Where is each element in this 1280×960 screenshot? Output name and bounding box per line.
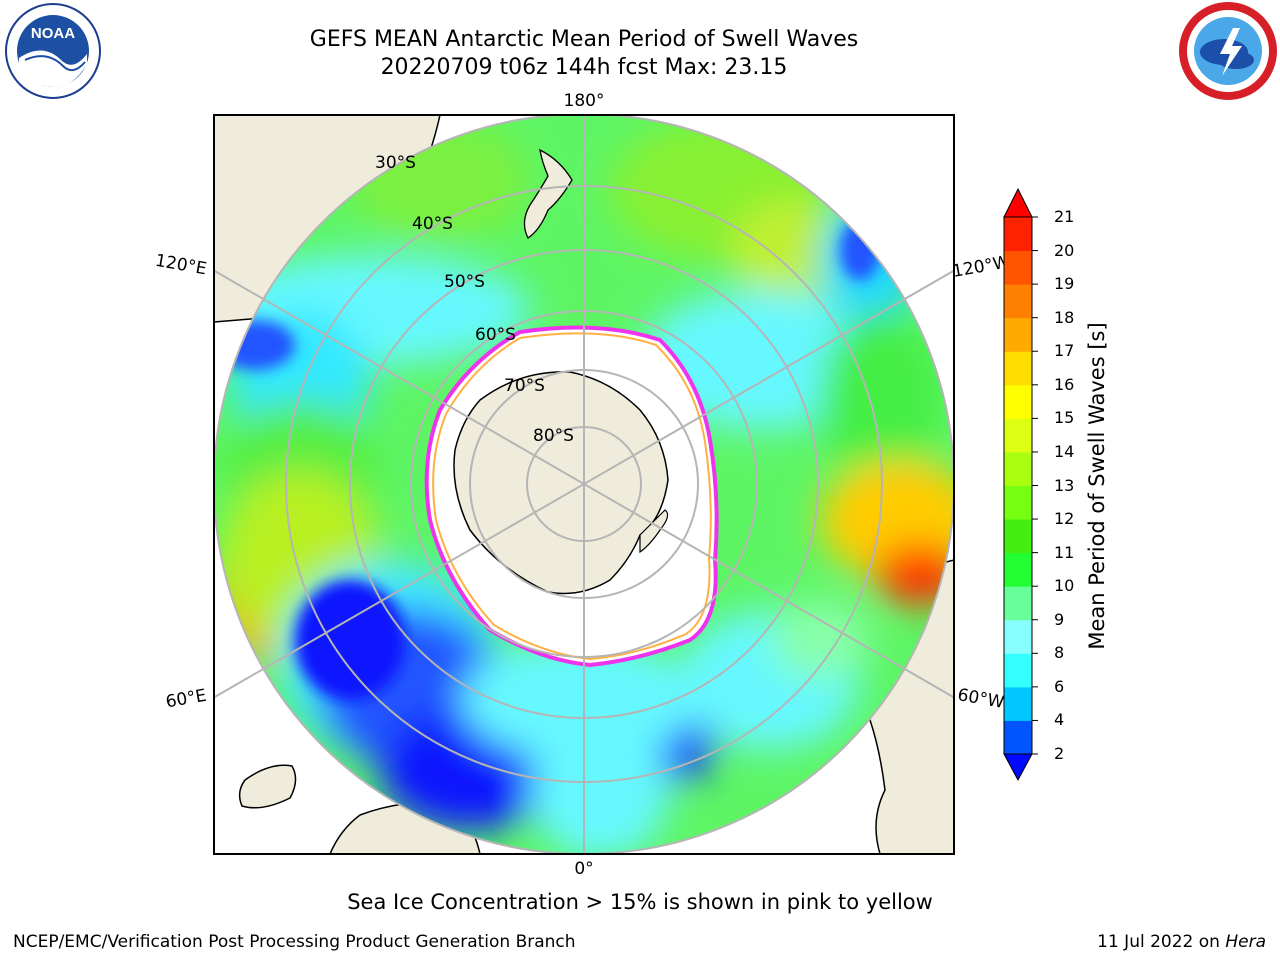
sea-ice-inner-edge — [432, 332, 712, 661]
lat-label-80s: 80°S — [533, 426, 574, 446]
antarctic-peninsula — [639, 509, 669, 554]
lon-label-60w: 60°W — [956, 685, 1006, 713]
colorbar-segment — [1004, 653, 1032, 688]
colorbar-tick-label: 10 — [1054, 576, 1075, 596]
colorbar-tick-label: 9 — [1054, 609, 1065, 629]
map-subtitle: 20220709 t06z 144h fcst Max: 23.15 — [380, 55, 788, 80]
colorbar-segment — [1004, 720, 1032, 755]
lat-label-60s: 60°S — [475, 325, 516, 345]
nws-logo — [1179, 2, 1277, 100]
lat-label-50s: 50°S — [444, 272, 485, 292]
lon-label-60e: 60°E — [164, 686, 208, 713]
sea-ice-note: Sea Ice Concentration > 15% is shown in … — [347, 890, 933, 914]
colorbar-segment — [1004, 351, 1032, 386]
graticule — [214, 115, 954, 854]
colorbar-tick-label: 18 — [1054, 307, 1075, 327]
map-frame — [213, 114, 955, 855]
colorbar-tick-label: 4 — [1054, 710, 1065, 730]
colorbar-tick-label: 21 — [1054, 207, 1075, 226]
colorbar-segment — [1004, 384, 1032, 419]
colorbar-tick-label: 17 — [1054, 341, 1075, 361]
antarctica — [453, 371, 669, 595]
colorbar-tick-label: 14 — [1054, 441, 1075, 461]
colorbar-tick-label: 15 — [1054, 408, 1075, 428]
colorbar-tick-label: 19 — [1054, 274, 1075, 294]
lon-label-0: 0° — [574, 859, 593, 879]
colorbar-tick-label: 6 — [1054, 676, 1065, 696]
colorbar-segment — [1004, 619, 1032, 654]
colorbar-segment — [1004, 284, 1032, 319]
date-line: 11 Jul 2022 on Hera — [1097, 932, 1266, 952]
colorbar-tick-label: 20 — [1054, 240, 1075, 260]
new-zealand — [523, 148, 573, 239]
colorbar-max-arrow — [1003, 187, 1033, 218]
colorbar-segment — [1004, 250, 1032, 285]
lat-label-70s: 70°S — [504, 376, 545, 396]
colorbar-tick-label: 8 — [1054, 643, 1065, 663]
colorbar-tick-label: 2 — [1054, 744, 1065, 763]
colorbar-tick-label: 11 — [1054, 542, 1075, 562]
colorbar-label: Mean Period of Swell Waves [s] — [1085, 322, 1109, 650]
colorbar-segment — [1004, 586, 1032, 621]
host-name: Hera — [1225, 932, 1266, 952]
colorbar-segment — [1004, 519, 1032, 554]
colorbar-tick-label: 12 — [1054, 509, 1075, 529]
colorbar-segment — [1004, 451, 1032, 486]
lon-label-120e: 120°E — [154, 251, 208, 280]
colorbar-segment — [1004, 686, 1032, 721]
colorbar-tick-label: 16 — [1054, 374, 1075, 394]
lon-label-120w: 120°W — [951, 252, 1012, 282]
colorbar-min-arrow — [1003, 753, 1033, 782]
map-title: GEFS MEAN Antarctic Mean Period of Swell… — [309, 27, 859, 52]
noaa-logo: NOAA — [5, 3, 101, 99]
colorbar-segment — [1004, 485, 1032, 520]
colorbar-segment — [1004, 552, 1032, 587]
colorbar — [1003, 187, 1038, 782]
colorbar-tick-label: 13 — [1054, 475, 1075, 495]
lat-label-40s: 40°S — [412, 214, 453, 234]
colorbar-segment — [1004, 317, 1032, 352]
credit-line: NCEP/EMC/Verification Post Processing Pr… — [13, 932, 576, 952]
colorbar-segment — [1004, 217, 1032, 252]
lat-label-30s: 30°S — [375, 153, 416, 173]
lon-label-180: 180° — [564, 91, 605, 111]
colorbar-segment — [1004, 418, 1032, 453]
svg-text:NOAA: NOAA — [31, 25, 75, 42]
